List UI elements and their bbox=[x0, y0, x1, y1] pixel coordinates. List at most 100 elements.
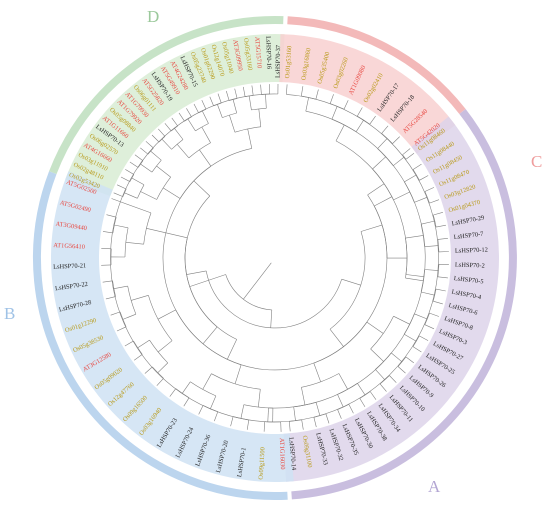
tree-branch bbox=[122, 188, 127, 197]
tree-branch bbox=[202, 405, 218, 412]
tree-branch bbox=[171, 117, 178, 127]
tree-branch bbox=[405, 277, 424, 282]
tree-branch bbox=[437, 276, 448, 279]
tree-branch bbox=[429, 312, 440, 317]
tree-branch bbox=[301, 86, 304, 97]
tree-branch bbox=[367, 194, 388, 259]
tree-branch bbox=[146, 228, 188, 239]
tree-branch bbox=[150, 150, 162, 161]
tree-branch bbox=[137, 339, 150, 349]
tree-branch bbox=[405, 356, 414, 364]
tree-branch bbox=[393, 156, 405, 166]
tree-branch bbox=[193, 103, 199, 114]
clade-bands bbox=[50, 34, 500, 482]
tree-branch bbox=[433, 212, 443, 216]
tree-branch bbox=[329, 94, 334, 104]
tree-branch bbox=[240, 404, 245, 419]
tree-branch bbox=[113, 285, 128, 289]
tree-branch bbox=[289, 421, 291, 432]
tree-branch bbox=[178, 112, 185, 122]
leaf-label: LsHSP70-37 bbox=[275, 44, 283, 78]
tree-branch bbox=[359, 398, 366, 408]
tree-branch bbox=[424, 312, 430, 325]
tree-branch bbox=[355, 119, 364, 132]
tree-branch bbox=[158, 128, 166, 137]
clade-band-c bbox=[279, 34, 456, 154]
tree-branch bbox=[315, 402, 321, 416]
tree-branch bbox=[331, 106, 338, 120]
tree-branch bbox=[101, 248, 112, 250]
tree-branch bbox=[162, 148, 388, 371]
tree-branch bbox=[301, 419, 304, 430]
leaf-label: Os09g11500 bbox=[258, 447, 267, 480]
tree-branch bbox=[405, 274, 424, 277]
leaf-label: Os01g53160 bbox=[284, 46, 293, 79]
tree-branch bbox=[201, 126, 211, 143]
tree-branch bbox=[343, 100, 349, 110]
tree-branch bbox=[412, 163, 422, 170]
leaf-label: LsHSP70-16 bbox=[264, 36, 272, 69]
tree-branch bbox=[369, 115, 376, 125]
clade-band-d bbox=[65, 34, 285, 197]
tree-branch bbox=[209, 96, 214, 107]
tree-branch bbox=[337, 383, 358, 395]
tree-branch bbox=[424, 245, 439, 247]
tree-branch bbox=[234, 364, 242, 384]
tree-branch bbox=[375, 369, 386, 381]
tree-branch bbox=[258, 108, 262, 127]
tree-branch bbox=[393, 191, 410, 201]
tree-branch bbox=[171, 139, 184, 150]
leaf-label: AT5G15710 bbox=[253, 37, 263, 69]
clade-band-a bbox=[283, 116, 500, 482]
tree-branch bbox=[379, 383, 387, 392]
tree-branch bbox=[286, 84, 288, 95]
tree-branch bbox=[156, 378, 164, 386]
tree-branch bbox=[114, 224, 129, 229]
tree-branch bbox=[140, 163, 153, 173]
tree-branch bbox=[265, 94, 267, 109]
tree-branch bbox=[193, 180, 211, 197]
tree-branch bbox=[175, 309, 242, 366]
clade-arcs bbox=[32, 15, 517, 501]
tree-branch bbox=[111, 198, 152, 214]
tree-branch bbox=[305, 97, 309, 112]
tree-branch bbox=[161, 138, 172, 150]
tree-branch bbox=[360, 224, 383, 232]
tree-branch bbox=[379, 375, 390, 385]
tree-branch bbox=[405, 235, 424, 239]
tree-branch bbox=[188, 142, 211, 159]
tree-branch bbox=[366, 321, 384, 334]
tree-branches bbox=[101, 83, 449, 432]
tree-branch bbox=[268, 110, 426, 409]
tree-branch bbox=[437, 239, 440, 252]
tree-branch bbox=[247, 128, 253, 149]
leaf-label: AT1G16030 bbox=[278, 438, 286, 470]
tree-branch bbox=[134, 354, 143, 361]
tree-branch bbox=[176, 144, 190, 159]
tree-branch bbox=[325, 413, 330, 424]
tree-branch bbox=[369, 391, 377, 400]
tree-branch bbox=[313, 321, 368, 364]
clade-arc-c bbox=[287, 16, 466, 114]
tree-branch bbox=[313, 362, 321, 382]
tree-branch bbox=[258, 389, 261, 408]
tree-branch bbox=[133, 340, 143, 355]
tree-branch bbox=[157, 340, 173, 353]
tree-branch bbox=[120, 176, 131, 182]
tree-branch bbox=[338, 373, 348, 390]
tree-branch bbox=[435, 288, 446, 292]
tree-branch bbox=[260, 84, 262, 95]
tree-branch bbox=[186, 108, 192, 118]
tree-branch bbox=[186, 270, 207, 275]
tree-branch bbox=[372, 156, 386, 170]
tree-branch bbox=[246, 419, 250, 430]
tree-branch bbox=[137, 160, 144, 168]
tree-branch bbox=[315, 89, 319, 100]
tree-branch bbox=[157, 309, 176, 320]
tree-branch bbox=[397, 356, 407, 367]
tree-branch bbox=[227, 339, 237, 360]
clade-letter-d: D bbox=[147, 7, 159, 26]
tree-branch bbox=[267, 407, 269, 422]
leaf-label: LsHSP70-22 bbox=[55, 281, 89, 293]
tree-branch bbox=[158, 136, 166, 143]
